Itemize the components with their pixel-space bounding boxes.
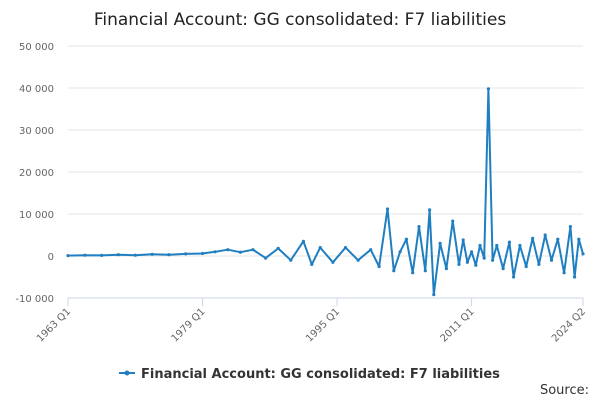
x-axis-ticks: 1963 Q1 1979 Q1 1995 Q1 2011 Q1 2024 Q2: [35, 298, 588, 344]
data-point[interactable]: [438, 241, 442, 245]
y-tick-label: 10 000: [19, 210, 54, 221]
data-point[interactable]: [573, 275, 577, 279]
data-point[interactable]: [100, 253, 104, 257]
data-point[interactable]: [432, 293, 436, 297]
x-tick-label: 1963 Q1: [35, 306, 73, 344]
data-point[interactable]: [478, 243, 482, 248]
data-point[interactable]: [133, 253, 137, 257]
data-point[interactable]: [577, 237, 581, 241]
data-point[interactable]: [301, 239, 305, 243]
legend-marker: [124, 370, 130, 376]
data-point[interactable]: [511, 275, 516, 279]
y-tick-label: 30 000: [19, 126, 54, 137]
data-point[interactable]: [238, 250, 242, 254]
data-point[interactable]: [83, 253, 87, 257]
data-point[interactable]: [428, 208, 432, 212]
data-point[interactable]: [331, 260, 335, 264]
data-point[interactable]: [200, 251, 205, 256]
data-point[interactable]: [343, 246, 348, 250]
data-point[interactable]: [392, 269, 396, 273]
data-point[interactable]: [404, 237, 408, 241]
data-point[interactable]: [562, 271, 566, 275]
legend[interactable]: Financial Account: GG consolidated: F7 l…: [119, 367, 500, 382]
data-point[interactable]: [537, 262, 541, 266]
data-point[interactable]: [501, 267, 505, 271]
y-axis-ticks: -10 000 0 10 000 20 000 30 000 40 000 50 000: [15, 42, 54, 305]
data-point[interactable]: [398, 250, 402, 254]
data-point[interactable]: [116, 253, 120, 257]
data-point[interactable]: [474, 263, 478, 267]
data-point[interactable]: [289, 258, 293, 262]
data-point[interactable]: [66, 254, 70, 258]
data-point[interactable]: [150, 252, 154, 256]
data-point[interactable]: [385, 207, 390, 211]
data-point[interactable]: [167, 253, 171, 257]
x-tick-label: 1979 Q1: [170, 306, 208, 344]
data-point[interactable]: [417, 225, 421, 229]
data-point[interactable]: [568, 225, 573, 229]
grid-lines: [68, 45, 583, 299]
data-point[interactable]: [549, 258, 554, 262]
x-tick-label: 2011 Q1: [439, 306, 477, 344]
data-point[interactable]: [556, 237, 560, 241]
data-point[interactable]: [457, 262, 461, 266]
data-point[interactable]: [495, 243, 499, 248]
data-point[interactable]: [461, 238, 465, 242]
data-point[interactable]: [486, 87, 490, 91]
data-point[interactable]: [507, 240, 511, 244]
data-point[interactable]: [226, 248, 230, 252]
data-point[interactable]: [524, 264, 528, 269]
data-point[interactable]: [184, 252, 188, 256]
data-point[interactable]: [451, 219, 455, 223]
data-point[interactable]: [470, 250, 474, 254]
x-tick-label: 2024 Q2: [550, 306, 588, 344]
data-point[interactable]: [251, 248, 255, 252]
data-point[interactable]: [310, 262, 314, 266]
data-point[interactable]: [356, 258, 360, 262]
data-point[interactable]: [518, 243, 522, 248]
series-line[interactable]: [67, 87, 584, 296]
data-point[interactable]: [411, 271, 415, 275]
data-point[interactable]: [276, 246, 280, 250]
data-point[interactable]: [264, 256, 268, 260]
data-point[interactable]: [213, 250, 217, 254]
y-tick-label: -10 000: [15, 294, 54, 305]
x-tick-label: 1995 Q1: [304, 306, 342, 344]
data-point[interactable]: [581, 252, 585, 256]
data-point[interactable]: [377, 264, 381, 269]
data-point[interactable]: [318, 246, 322, 250]
data-point[interactable]: [444, 267, 448, 271]
data-point[interactable]: [482, 256, 486, 260]
data-point[interactable]: [491, 258, 495, 262]
data-point[interactable]: [531, 236, 535, 240]
source-label: Source:: [540, 383, 589, 398]
y-tick-label: 0: [48, 252, 54, 263]
legend-label: Financial Account: GG consolidated: F7 l…: [141, 367, 500, 382]
data-point[interactable]: [465, 260, 469, 264]
chart-title: Financial Account: GG consolidated: F7 l…: [94, 10, 507, 30]
data-point[interactable]: [543, 233, 547, 237]
y-tick-label: 20 000: [19, 168, 54, 179]
y-tick-label: 40 000: [19, 84, 54, 95]
data-point[interactable]: [369, 248, 373, 252]
y-tick-label: 50 000: [19, 42, 54, 53]
series-layer: [66, 87, 585, 297]
data-point[interactable]: [423, 269, 427, 273]
